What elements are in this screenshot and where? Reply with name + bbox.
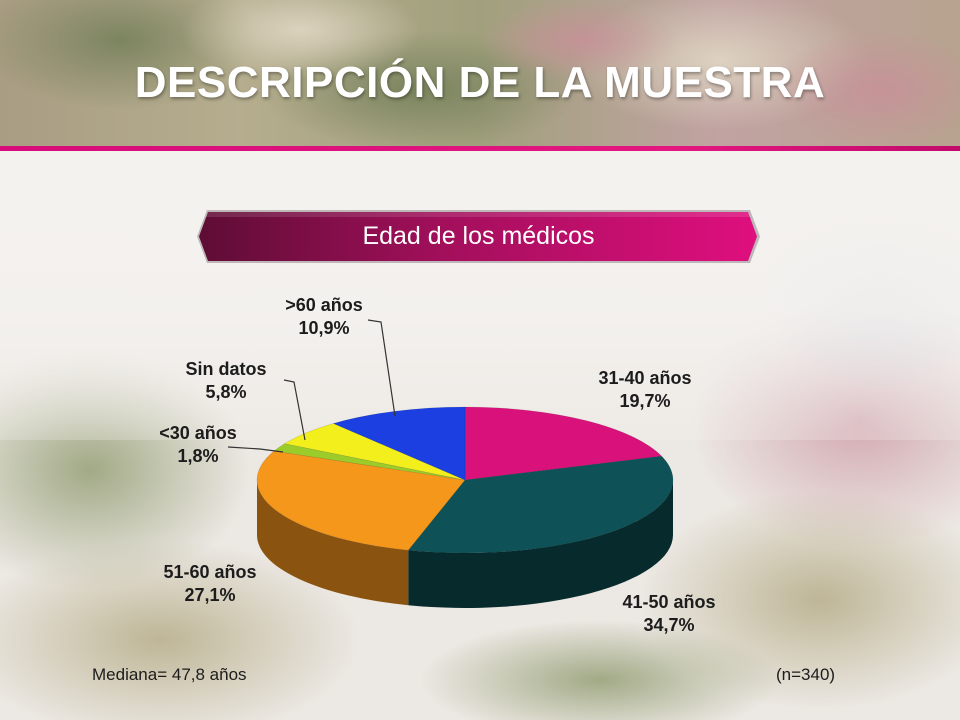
slice-label-60-a-os: >60 años: [285, 295, 363, 315]
slice-label-sin-datos: Sin datos: [185, 359, 266, 379]
chart-subtitle: Edad de los médicos: [362, 222, 595, 250]
slide-title: DESCRIPCIÓN DE LA MUESTRA: [134, 58, 826, 107]
pie-side-51-60-a-os: [257, 480, 409, 606]
pie-slice-51-60-a-os: [256, 450, 466, 551]
header-accent-line: [0, 146, 960, 151]
pie-slice-60-a-os: [332, 406, 466, 481]
slice-value-30-a-os: 1,8%: [177, 446, 218, 466]
leader-line-60-a-os: [367, 319, 396, 417]
slice-value-51-60-a-os: 27,1%: [184, 585, 235, 605]
slice-label-31-40-a-os: 31-40 años: [598, 368, 691, 388]
slice-label-41-50-a-os: 41-50 años: [622, 592, 715, 612]
slice-value-31-40-a-os: 19,7%: [619, 391, 670, 411]
header-band: [0, 0, 960, 148]
slice-value-41-50-a-os: 34,7%: [643, 615, 694, 635]
median-note: Mediana= 47,8 años: [92, 665, 247, 684]
pie-side-41-50-a-os: [408, 480, 673, 608]
slice-value-sin-datos: 5,8%: [205, 382, 246, 402]
slice-label-30-a-os: <30 años: [159, 423, 237, 443]
pie-slice-31-40-a-os: [464, 406, 663, 481]
slice-label-51-60-a-os: 51-60 años: [163, 562, 256, 582]
pie-slice-sin-datos: [283, 423, 466, 481]
sample-size-note: (n=340): [776, 665, 836, 684]
slice-value-60-a-os: 10,9%: [298, 318, 349, 338]
subtitle-banner: [197, 210, 760, 263]
leader-line-30-a-os: [227, 446, 284, 453]
leader-line-sin-datos: [283, 379, 306, 441]
pie-slice-41-50-a-os: [407, 455, 674, 554]
